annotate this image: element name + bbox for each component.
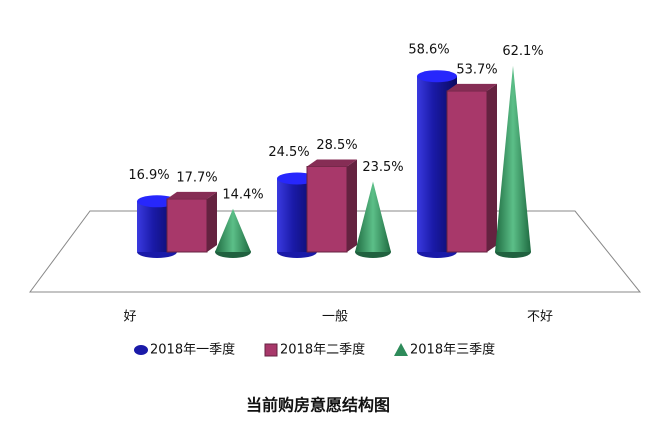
box-top (307, 159, 357, 167)
value-label: 24.5% (268, 145, 309, 160)
x-tick-label: 不好 (527, 310, 553, 325)
value-label: 23.5% (362, 160, 403, 175)
box-side (487, 83, 497, 253)
box-top (167, 191, 217, 199)
legend-swatch (264, 343, 278, 357)
legend-swatch (394, 343, 408, 356)
legend-label: 2018年一季度 (150, 342, 235, 358)
legend-label: 2018年二季度 (280, 342, 365, 358)
cone-body (215, 208, 251, 252)
cone-body (355, 181, 391, 252)
x-tick-label: 好 (123, 310, 136, 325)
box-side (207, 191, 217, 252)
legend-swatch (134, 345, 148, 355)
x-tick-label: 一般 (322, 309, 348, 325)
value-label: 58.6% (408, 43, 449, 58)
value-label: 16.9% (128, 168, 169, 183)
value-label: 14.4% (222, 187, 263, 202)
box-side (347, 159, 357, 252)
box-front (306, 166, 348, 253)
cone (215, 208, 251, 258)
chart-title: 当前购房意愿结构图 (246, 396, 390, 415)
value-label: 53.7% (456, 62, 497, 77)
box-front (166, 198, 208, 253)
box-front (446, 90, 488, 253)
cone (495, 65, 531, 258)
cone-body (495, 65, 531, 252)
box (166, 191, 217, 253)
cylinder-top (417, 70, 457, 83)
box (306, 159, 357, 253)
box (446, 83, 497, 253)
value-label: 62.1% (502, 44, 543, 59)
value-label: 28.5% (316, 138, 357, 153)
cone (355, 181, 391, 258)
value-label: 17.7% (176, 170, 217, 185)
legend-label: 2018年三季度 (410, 342, 495, 358)
box-top (447, 83, 497, 91)
